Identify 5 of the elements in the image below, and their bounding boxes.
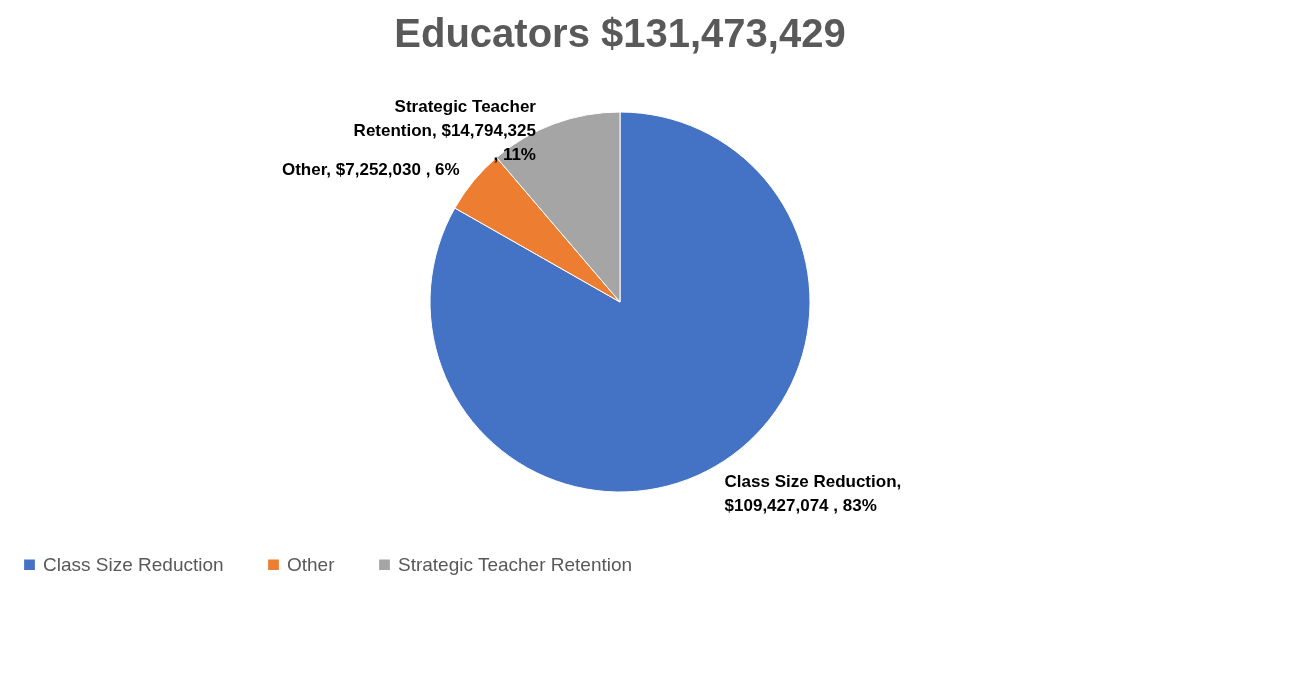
legend-label: Other [287,553,336,575]
legend-label: Strategic Teacher Retention [398,553,633,575]
legend-label: Class Size Reduction [43,553,224,575]
data-label: Class Size Reduction, $109,427,074 , 83% [724,471,902,515]
chart-title: Educators $131,473,429 [394,11,846,55]
